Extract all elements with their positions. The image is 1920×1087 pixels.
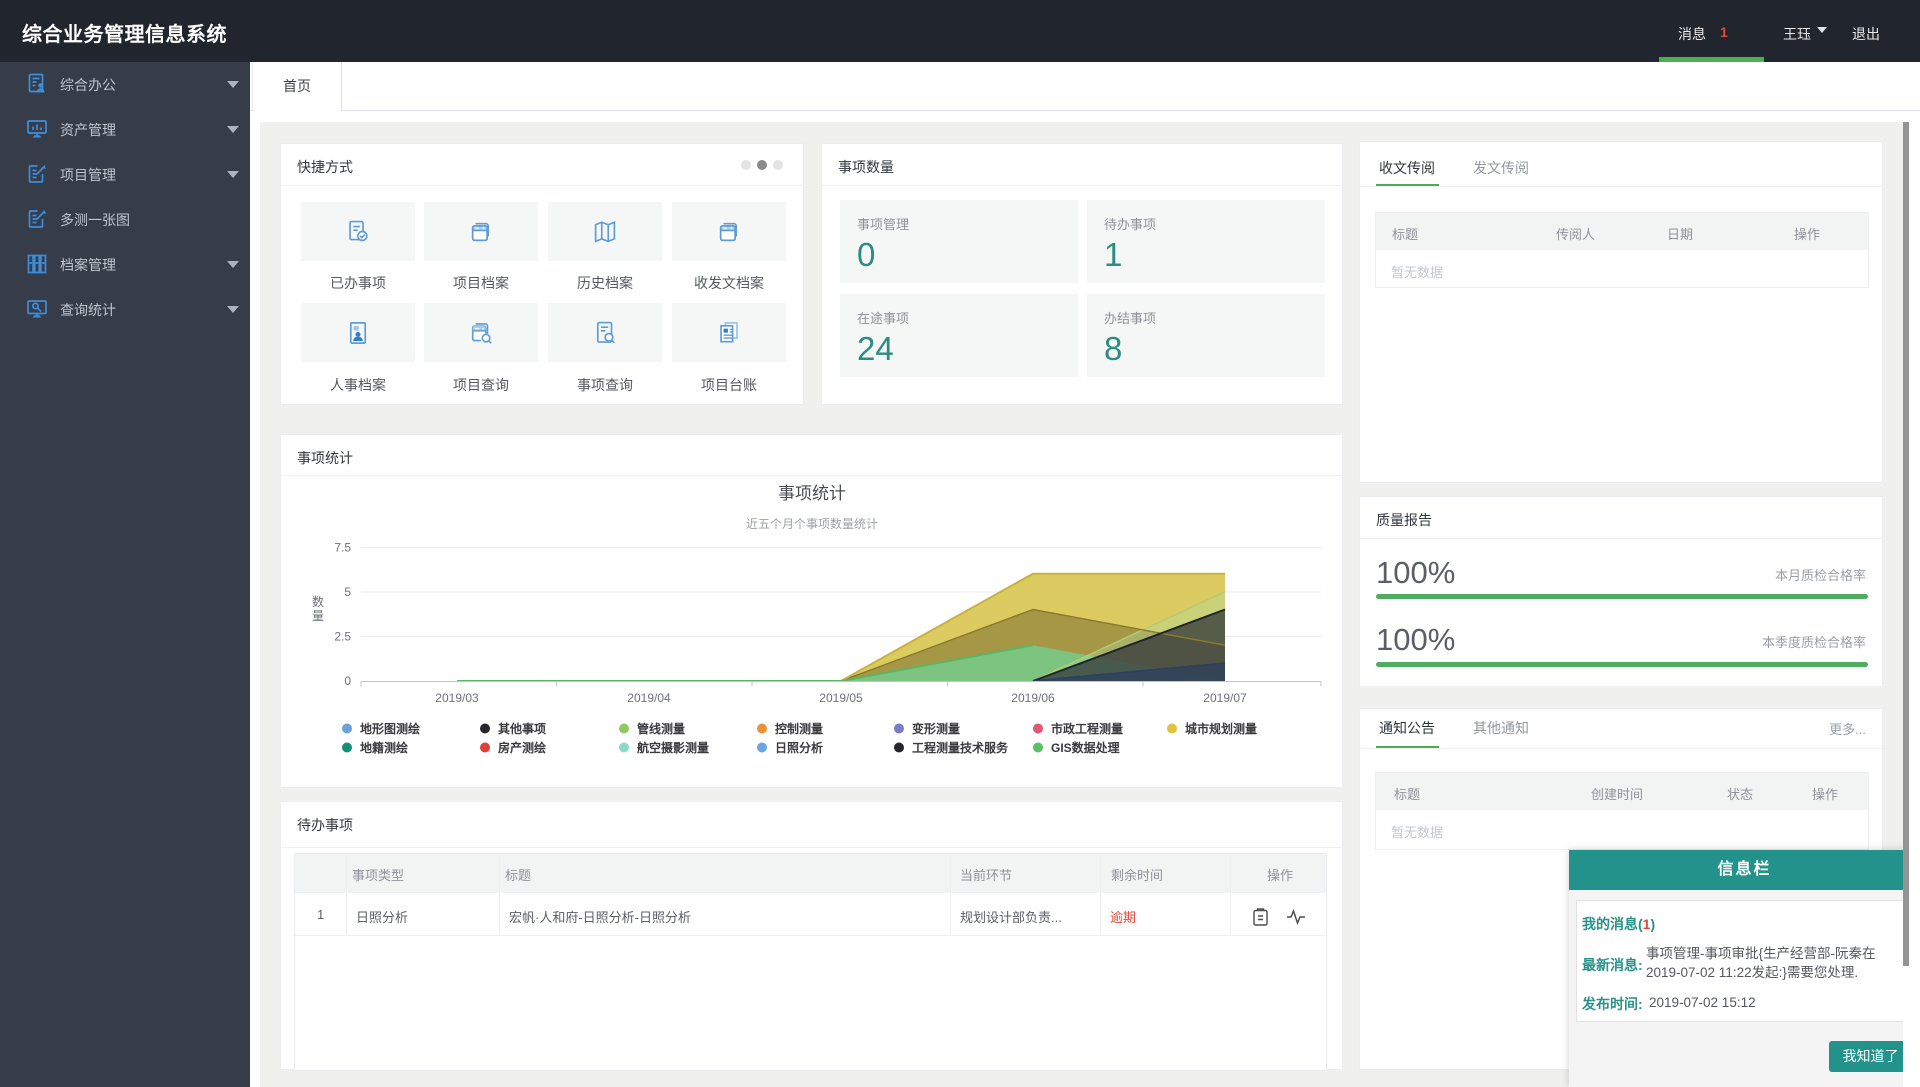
svg-text:市政工程测量: 市政工程测量: [1051, 721, 1123, 736]
svg-text:2019/03: 2019/03: [435, 691, 479, 705]
svg-text:GIS数据处理: GIS数据处理: [1051, 740, 1120, 755]
svg-text:控制测量: 控制测量: [775, 721, 823, 736]
svg-text:日照分析: 日照分析: [775, 740, 823, 755]
svg-text:城市规划测量: 城市规划测量: [1185, 721, 1257, 736]
svg-text:0: 0: [344, 674, 351, 688]
svg-text:2.5: 2.5: [334, 630, 351, 644]
svg-text:地籍测绘: 地籍测绘: [360, 740, 408, 755]
svg-text:近五个月个事项数量统计: 近五个月个事项数量统计: [746, 516, 878, 531]
svg-text:工程测量技术服务: 工程测量技术服务: [912, 740, 1009, 755]
svg-text:其他事项: 其他事项: [498, 721, 546, 736]
svg-text:5: 5: [344, 585, 351, 599]
svg-text:房产测绘: 房产测绘: [498, 740, 546, 755]
svg-text:量: 量: [312, 609, 324, 623]
svg-text:事项统计: 事项统计: [778, 484, 846, 503]
svg-text:2019/06: 2019/06: [1011, 691, 1055, 705]
svg-text:2019/04: 2019/04: [627, 691, 671, 705]
svg-text:管线测量: 管线测量: [637, 721, 685, 736]
svg-text:2019/05: 2019/05: [819, 691, 863, 705]
svg-text:地形图测绘: 地形图测绘: [360, 721, 420, 736]
svg-text:2019/07: 2019/07: [1203, 691, 1247, 705]
svg-text:7.5: 7.5: [334, 541, 351, 555]
svg-text:数: 数: [312, 594, 324, 609]
svg-text:变形测量: 变形测量: [912, 721, 960, 736]
svg-text:航空摄影测量: 航空摄影测量: [637, 740, 709, 755]
